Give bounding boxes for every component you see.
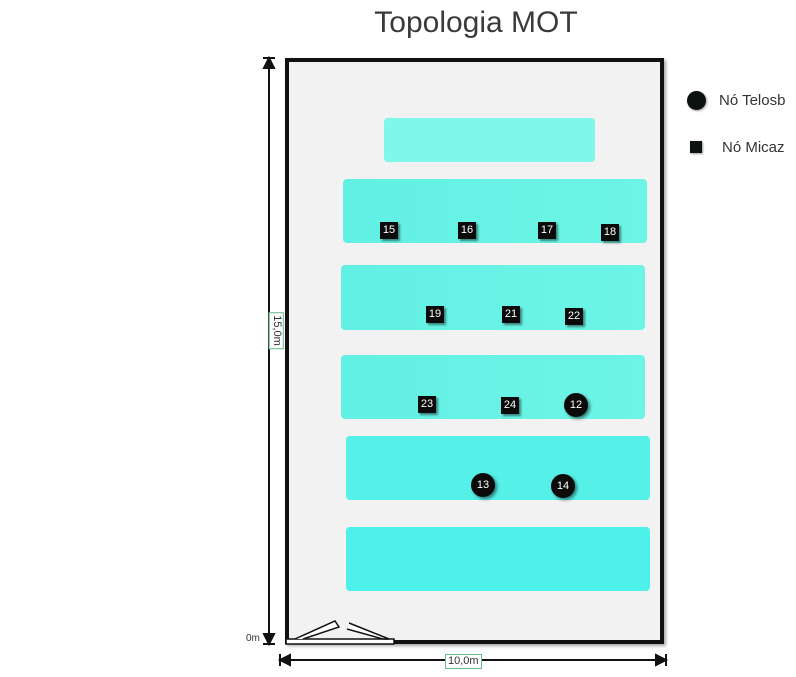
micaz-node: 21 <box>502 306 520 323</box>
telosb-node: 14 <box>551 474 575 498</box>
arrow-up-icon <box>262 55 276 69</box>
arrow-right-icon <box>655 653 669 667</box>
micaz-node: 16 <box>458 222 476 239</box>
micaz-node: 17 <box>538 222 556 239</box>
telosb-node: 12 <box>564 393 588 417</box>
micaz-node: 19 <box>426 306 444 323</box>
origin-label: 0m <box>246 633 260 644</box>
bench-4 <box>341 355 645 419</box>
bench-6 <box>346 527 650 591</box>
micaz-node: 24 <box>501 397 519 414</box>
width-dimension-label: 10,0m <box>445 654 482 669</box>
legend-telosb-label: Nó Telosb <box>719 92 786 109</box>
arrow-left-icon <box>277 653 291 667</box>
arrow-down-icon <box>262 633 276 647</box>
bench-1 <box>384 118 595 162</box>
micaz-legend-icon <box>690 141 702 153</box>
micaz-node: 15 <box>380 222 398 239</box>
legend-micaz-label: Nó Micaz <box>722 139 785 156</box>
micaz-node: 23 <box>418 396 436 413</box>
micaz-node: 18 <box>601 224 619 241</box>
telosb-legend-icon <box>687 91 706 110</box>
height-dimension-label: 15,0m <box>268 312 284 349</box>
diagram-title: Topologia MOT <box>374 6 578 39</box>
micaz-node: 22 <box>565 308 583 325</box>
bench-5 <box>346 436 650 500</box>
bench-3 <box>341 265 645 330</box>
telosb-node: 13 <box>471 473 495 497</box>
door-icon <box>285 620 395 645</box>
